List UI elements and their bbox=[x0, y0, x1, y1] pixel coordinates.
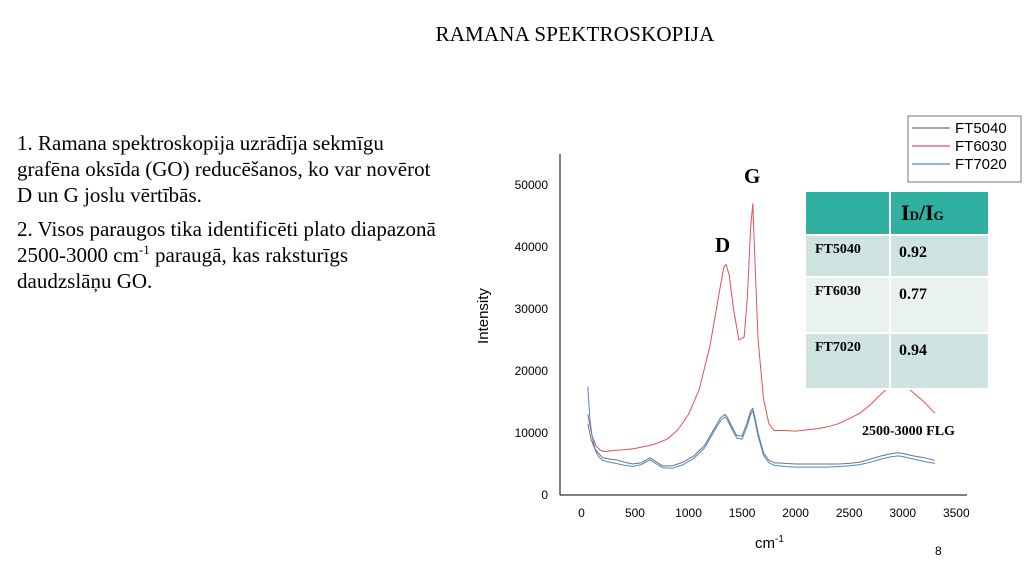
slide-title: RAMANA SPEKTROSKOPIJA bbox=[435, 22, 715, 46]
x-tick-label: 0 bbox=[578, 506, 585, 520]
x-tick-label: 3000 bbox=[889, 506, 916, 520]
paragraph-2-text-end: paraugā, kas raksturīgs daudzslāņu GO. bbox=[17, 243, 349, 293]
peak-label-d: D bbox=[715, 233, 730, 257]
y-axis-title: Intensity bbox=[475, 288, 492, 344]
x-axis-title: cm-1 bbox=[755, 534, 784, 552]
header-slash-i: /I bbox=[918, 200, 934, 225]
x-axis-title-sup: -1 bbox=[775, 534, 784, 545]
table-cell-sample: FT6030 bbox=[804, 276, 891, 334]
y-tick-label: 30000 bbox=[515, 302, 549, 316]
table-row: FT6030 0.77 bbox=[804, 276, 990, 334]
page-number: 8 bbox=[935, 544, 942, 558]
x-axis-title-base: cm bbox=[755, 535, 775, 552]
header-i: I bbox=[901, 200, 910, 225]
paragraph-2: 2. Visos paraugos tika identificēti plat… bbox=[17, 216, 447, 294]
table-row: FT7020 0.94 bbox=[804, 332, 990, 390]
series-line-ft7020 bbox=[587, 386, 935, 469]
legend-label: FT5040 bbox=[955, 120, 1007, 137]
legend-label: FT7020 bbox=[955, 156, 1007, 173]
y-tick-label: 10000 bbox=[515, 426, 549, 440]
peak-label-g: G bbox=[744, 164, 760, 188]
y-tick-label: 40000 bbox=[515, 240, 549, 254]
table-cell-value: 0.77 bbox=[889, 276, 990, 334]
x-tick-labels: 0 500 1000 1500 2000 2500 3000 3500 bbox=[578, 506, 970, 520]
x-tick-label: 1500 bbox=[729, 506, 756, 520]
x-tick-label: 3500 bbox=[943, 506, 970, 520]
table-cell-value: 0.94 bbox=[889, 332, 990, 390]
table-header-empty bbox=[804, 190, 891, 236]
x-tick-label: 2500 bbox=[836, 506, 863, 520]
y-tick-labels: 0 10000 20000 30000 40000 50000 bbox=[515, 178, 549, 502]
y-tick-label: 50000 bbox=[515, 178, 549, 192]
paragraph-1: 1. Ramana spektroskopija uzrādīja sekmīg… bbox=[17, 131, 431, 207]
y-tick-label: 0 bbox=[541, 488, 548, 502]
header-sub-d: D bbox=[909, 208, 919, 223]
x-tick-label: 500 bbox=[625, 506, 645, 520]
body-text: 1. Ramana spektroskopija uzrādīja sekmīg… bbox=[17, 130, 447, 302]
chart-axes bbox=[559, 154, 967, 496]
series-line-ft6030 bbox=[587, 203, 936, 453]
legend-label: FT6030 bbox=[955, 138, 1007, 155]
series-line-ft5040 bbox=[587, 407, 936, 467]
table-row: FT5040 0.92 bbox=[804, 234, 990, 278]
table-cell-sample: FT5040 bbox=[804, 234, 891, 278]
header-sub-g: G bbox=[933, 208, 944, 223]
table-cell-sample: FT7020 bbox=[804, 332, 891, 390]
table-header-ratio: ID/IG bbox=[889, 190, 990, 236]
plot-lines bbox=[587, 203, 936, 469]
flg-annotation: 2500-3000 FLG bbox=[862, 424, 955, 439]
table-cell-value: 0.92 bbox=[889, 234, 990, 278]
legend-box bbox=[907, 115, 1022, 183]
x-tick-label: 2000 bbox=[782, 506, 809, 520]
x-tick-label: 1000 bbox=[675, 506, 702, 520]
id-ig-ratio-table: ID/IG FT5040 0.92 FT6030 0.77 FT7020 0.9… bbox=[804, 190, 990, 390]
paragraph-2-text: 2. Visos paraugos tika identificēti plat… bbox=[17, 217, 436, 267]
y-tick-label: 20000 bbox=[515, 364, 549, 378]
paragraph-2-superscript: -1 bbox=[138, 242, 150, 257]
